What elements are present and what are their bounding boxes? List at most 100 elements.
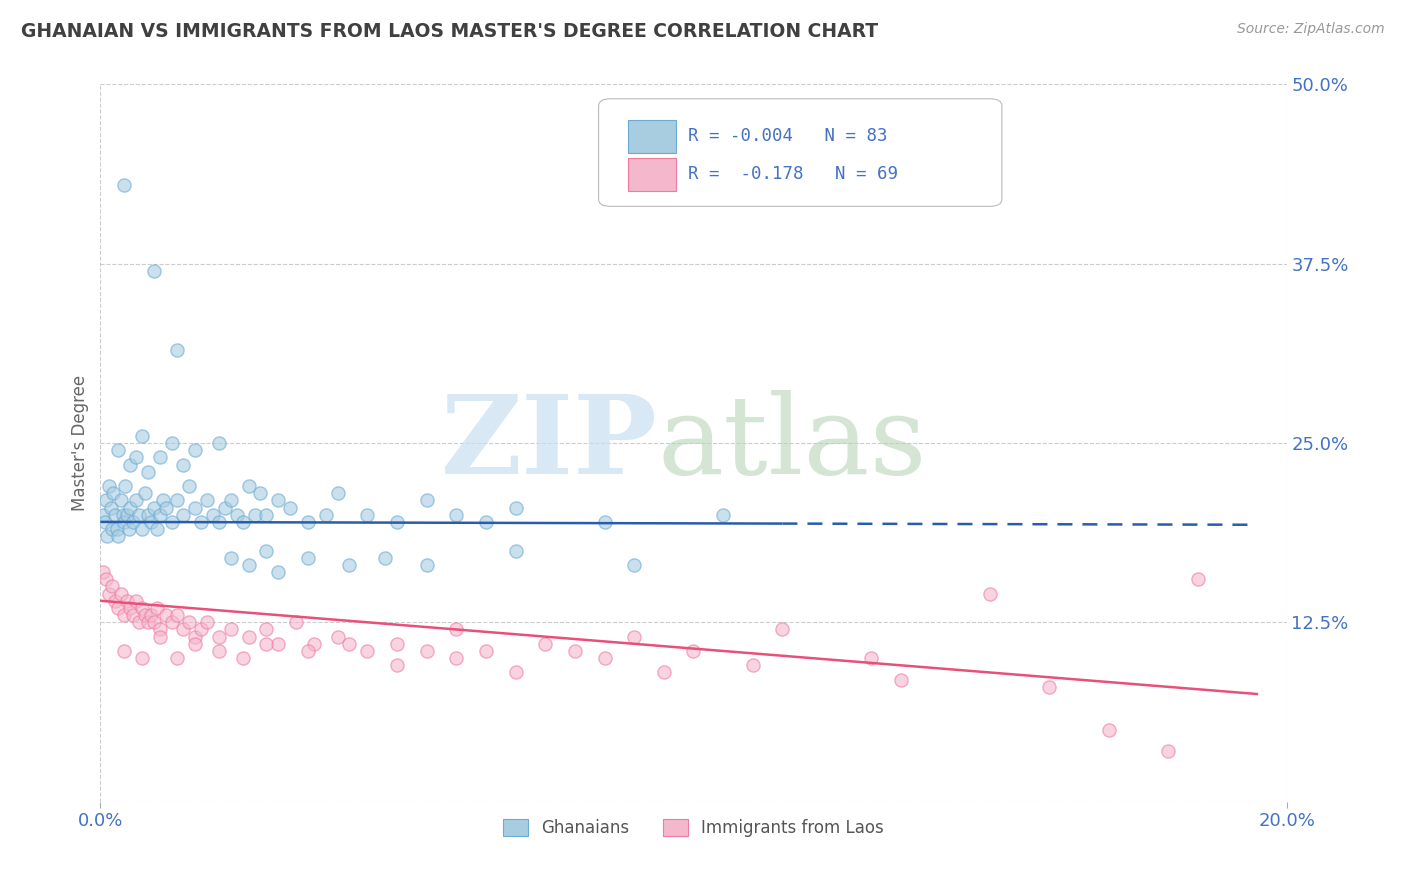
- Point: [682, 644, 704, 658]
- Point: [149, 450, 172, 465]
- Point: [208, 630, 231, 644]
- Point: [623, 558, 645, 572]
- Point: [107, 601, 129, 615]
- Point: [149, 623, 172, 637]
- Point: [564, 644, 586, 658]
- Point: [131, 651, 153, 665]
- Point: [160, 436, 183, 450]
- Point: [96, 572, 118, 586]
- Point: [128, 508, 150, 522]
- Point: [475, 644, 498, 658]
- Point: [145, 601, 167, 615]
- Point: [101, 579, 124, 593]
- Point: [122, 515, 145, 529]
- Point: [184, 443, 207, 458]
- Point: [139, 608, 162, 623]
- Point: [118, 500, 141, 515]
- Point: [219, 550, 242, 565]
- Point: [505, 543, 527, 558]
- Point: [96, 529, 118, 543]
- Point: [339, 637, 361, 651]
- Point: [101, 522, 124, 536]
- Point: [131, 522, 153, 536]
- Point: [112, 178, 135, 192]
- Point: [860, 651, 883, 665]
- Point: [1098, 723, 1121, 737]
- Point: [98, 586, 121, 600]
- Point: [238, 630, 260, 644]
- Point: [179, 479, 201, 493]
- Point: [278, 500, 301, 515]
- Point: [302, 637, 325, 651]
- Point: [415, 558, 437, 572]
- Point: [139, 515, 162, 529]
- Text: GHANAIAN VS IMMIGRANTS FROM LAOS MASTER'S DEGREE CORRELATION CHART: GHANAIAN VS IMMIGRANTS FROM LAOS MASTER'…: [21, 22, 879, 41]
- Point: [534, 637, 557, 651]
- Y-axis label: Master's Degree: Master's Degree: [72, 375, 89, 511]
- Point: [125, 594, 148, 608]
- Point: [770, 623, 793, 637]
- Point: [142, 264, 165, 278]
- Point: [238, 558, 260, 572]
- Text: atlas: atlas: [658, 390, 928, 497]
- Point: [890, 673, 912, 687]
- Point: [134, 608, 156, 623]
- Point: [179, 615, 201, 630]
- Point: [285, 615, 308, 630]
- Point: [208, 436, 231, 450]
- Point: [711, 508, 734, 522]
- Point: [155, 608, 177, 623]
- Point: [652, 665, 675, 680]
- Point: [166, 493, 188, 508]
- Point: [98, 479, 121, 493]
- Point: [103, 486, 125, 500]
- Point: [505, 500, 527, 515]
- Point: [136, 465, 159, 479]
- Point: [385, 515, 408, 529]
- Point: [104, 594, 127, 608]
- Point: [112, 644, 135, 658]
- Point: [1038, 680, 1060, 694]
- Point: [131, 429, 153, 443]
- Point: [505, 665, 527, 680]
- Point: [254, 508, 277, 522]
- Point: [149, 508, 172, 522]
- Point: [107, 529, 129, 543]
- Point: [160, 615, 183, 630]
- Point: [254, 637, 277, 651]
- Point: [184, 500, 207, 515]
- Point: [219, 623, 242, 637]
- Point: [356, 644, 378, 658]
- Point: [232, 515, 254, 529]
- Point: [160, 515, 183, 529]
- Point: [267, 493, 290, 508]
- Point: [96, 493, 118, 508]
- Point: [297, 515, 319, 529]
- Point: [297, 550, 319, 565]
- Point: [195, 493, 218, 508]
- Point: [94, 515, 117, 529]
- Point: [741, 658, 763, 673]
- Point: [118, 601, 141, 615]
- FancyBboxPatch shape: [599, 99, 1002, 206]
- Point: [339, 558, 361, 572]
- Point: [184, 630, 207, 644]
- Point: [195, 615, 218, 630]
- Point: [202, 508, 225, 522]
- Point: [166, 651, 188, 665]
- Point: [190, 623, 212, 637]
- Point: [385, 637, 408, 651]
- Point: [112, 608, 135, 623]
- FancyBboxPatch shape: [628, 120, 676, 153]
- Point: [190, 515, 212, 529]
- Point: [208, 515, 231, 529]
- Point: [243, 508, 266, 522]
- Point: [254, 543, 277, 558]
- Point: [105, 522, 128, 536]
- Point: [444, 623, 467, 637]
- Point: [315, 508, 337, 522]
- Point: [593, 651, 616, 665]
- Point: [172, 508, 194, 522]
- Point: [208, 644, 231, 658]
- Point: [134, 486, 156, 500]
